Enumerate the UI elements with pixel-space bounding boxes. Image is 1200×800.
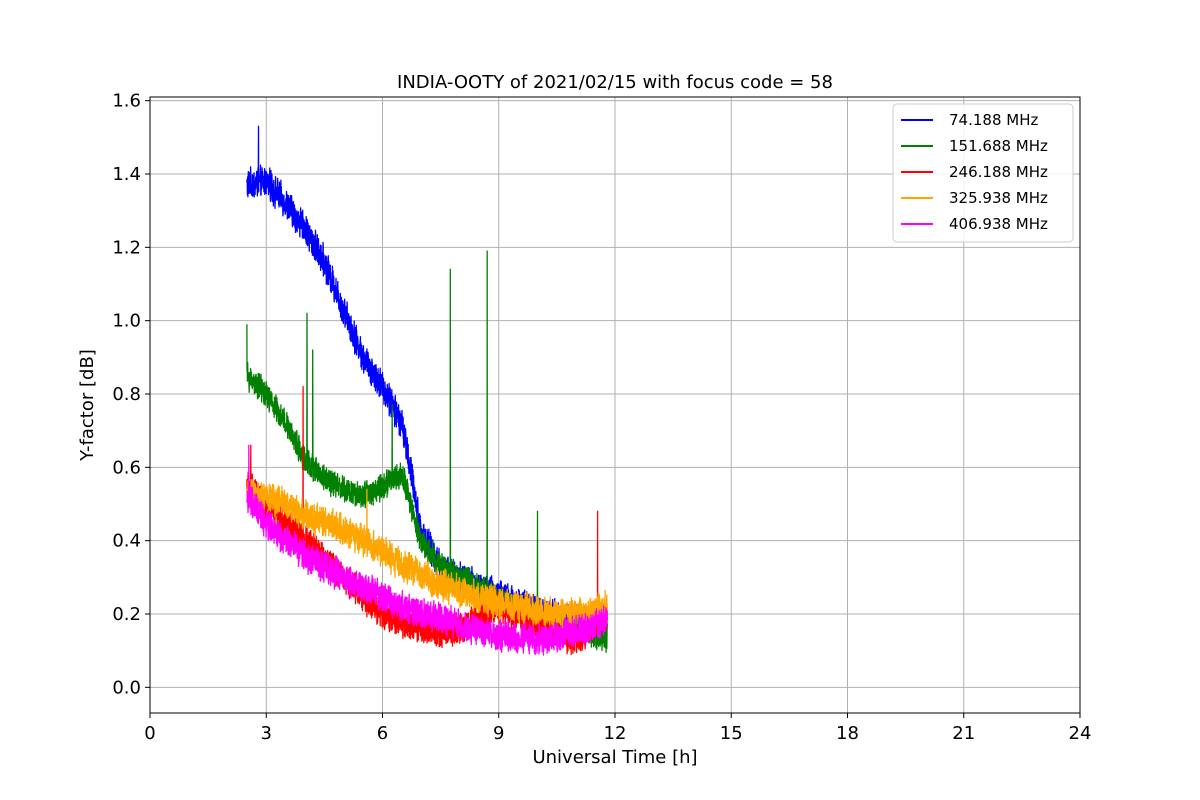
series-layer bbox=[246, 125, 608, 656]
legend-entry: 74.188 MHz bbox=[949, 111, 1038, 129]
legend-entry: 246.188 MHz bbox=[949, 163, 1048, 181]
x-tick-label: 9 bbox=[493, 723, 504, 744]
x-tick-label: 6 bbox=[377, 723, 388, 744]
x-axis: 0 3 6 9 12 15 18 21 24 bbox=[144, 713, 1091, 744]
y-tick-label: 0.6 bbox=[112, 457, 141, 478]
series-line bbox=[246, 478, 608, 631]
y-axis: 0.0 0.2 0.4 0.6 0.8 1.0 1.2 1.4 1.6 bbox=[112, 91, 150, 698]
x-tick-label: 0 bbox=[144, 723, 155, 744]
y-tick-label: 1.2 bbox=[112, 237, 141, 258]
legend: 74.188 MHz 151.688 MHz 246.188 MHz 325.938 … bbox=[892, 103, 1074, 243]
x-tick-label: 3 bbox=[261, 723, 272, 744]
y-axis-label: Y-factor [dB] bbox=[77, 349, 98, 462]
chart-title: INDIA-OOTY of 2021/02/15 with focus code… bbox=[397, 72, 833, 93]
x-tick-label: 18 bbox=[836, 723, 859, 744]
y-tick-label: 0.4 bbox=[112, 531, 141, 552]
x-axis-label: Universal Time [h] bbox=[532, 747, 697, 768]
y-tick-label: 0.8 bbox=[112, 384, 141, 405]
legend-box bbox=[892, 103, 1074, 243]
x-tick-label: 24 bbox=[1069, 723, 1092, 744]
legend-entry: 406.938 MHz bbox=[949, 215, 1048, 233]
y-tick-label: 1.4 bbox=[112, 164, 141, 185]
y-tick-label: 0.0 bbox=[112, 677, 141, 698]
y-tick-label: 1.0 bbox=[112, 311, 141, 332]
x-tick-label: 21 bbox=[952, 723, 975, 744]
legend-entry: 151.688 MHz bbox=[949, 137, 1048, 155]
x-tick-label: 12 bbox=[604, 723, 627, 744]
series-line bbox=[246, 250, 608, 653]
x-tick-label: 15 bbox=[720, 723, 743, 744]
y-tick-label: 1.6 bbox=[112, 91, 141, 112]
legend-entry: 325.938 MHz bbox=[949, 189, 1048, 207]
y-tick-label: 0.2 bbox=[112, 604, 141, 625]
series-line bbox=[246, 444, 608, 656]
